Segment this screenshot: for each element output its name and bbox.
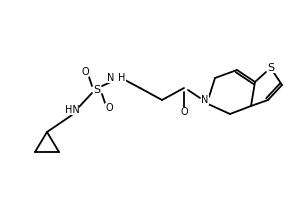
Text: O: O [180, 107, 188, 117]
Text: O: O [105, 103, 113, 113]
Text: S: S [267, 63, 274, 73]
Text: N: N [201, 95, 209, 105]
Text: HN: HN [64, 105, 80, 115]
Text: O: O [81, 67, 89, 77]
Text: S: S [93, 85, 100, 95]
Text: N: N [106, 73, 114, 83]
Text: H: H [118, 73, 126, 83]
